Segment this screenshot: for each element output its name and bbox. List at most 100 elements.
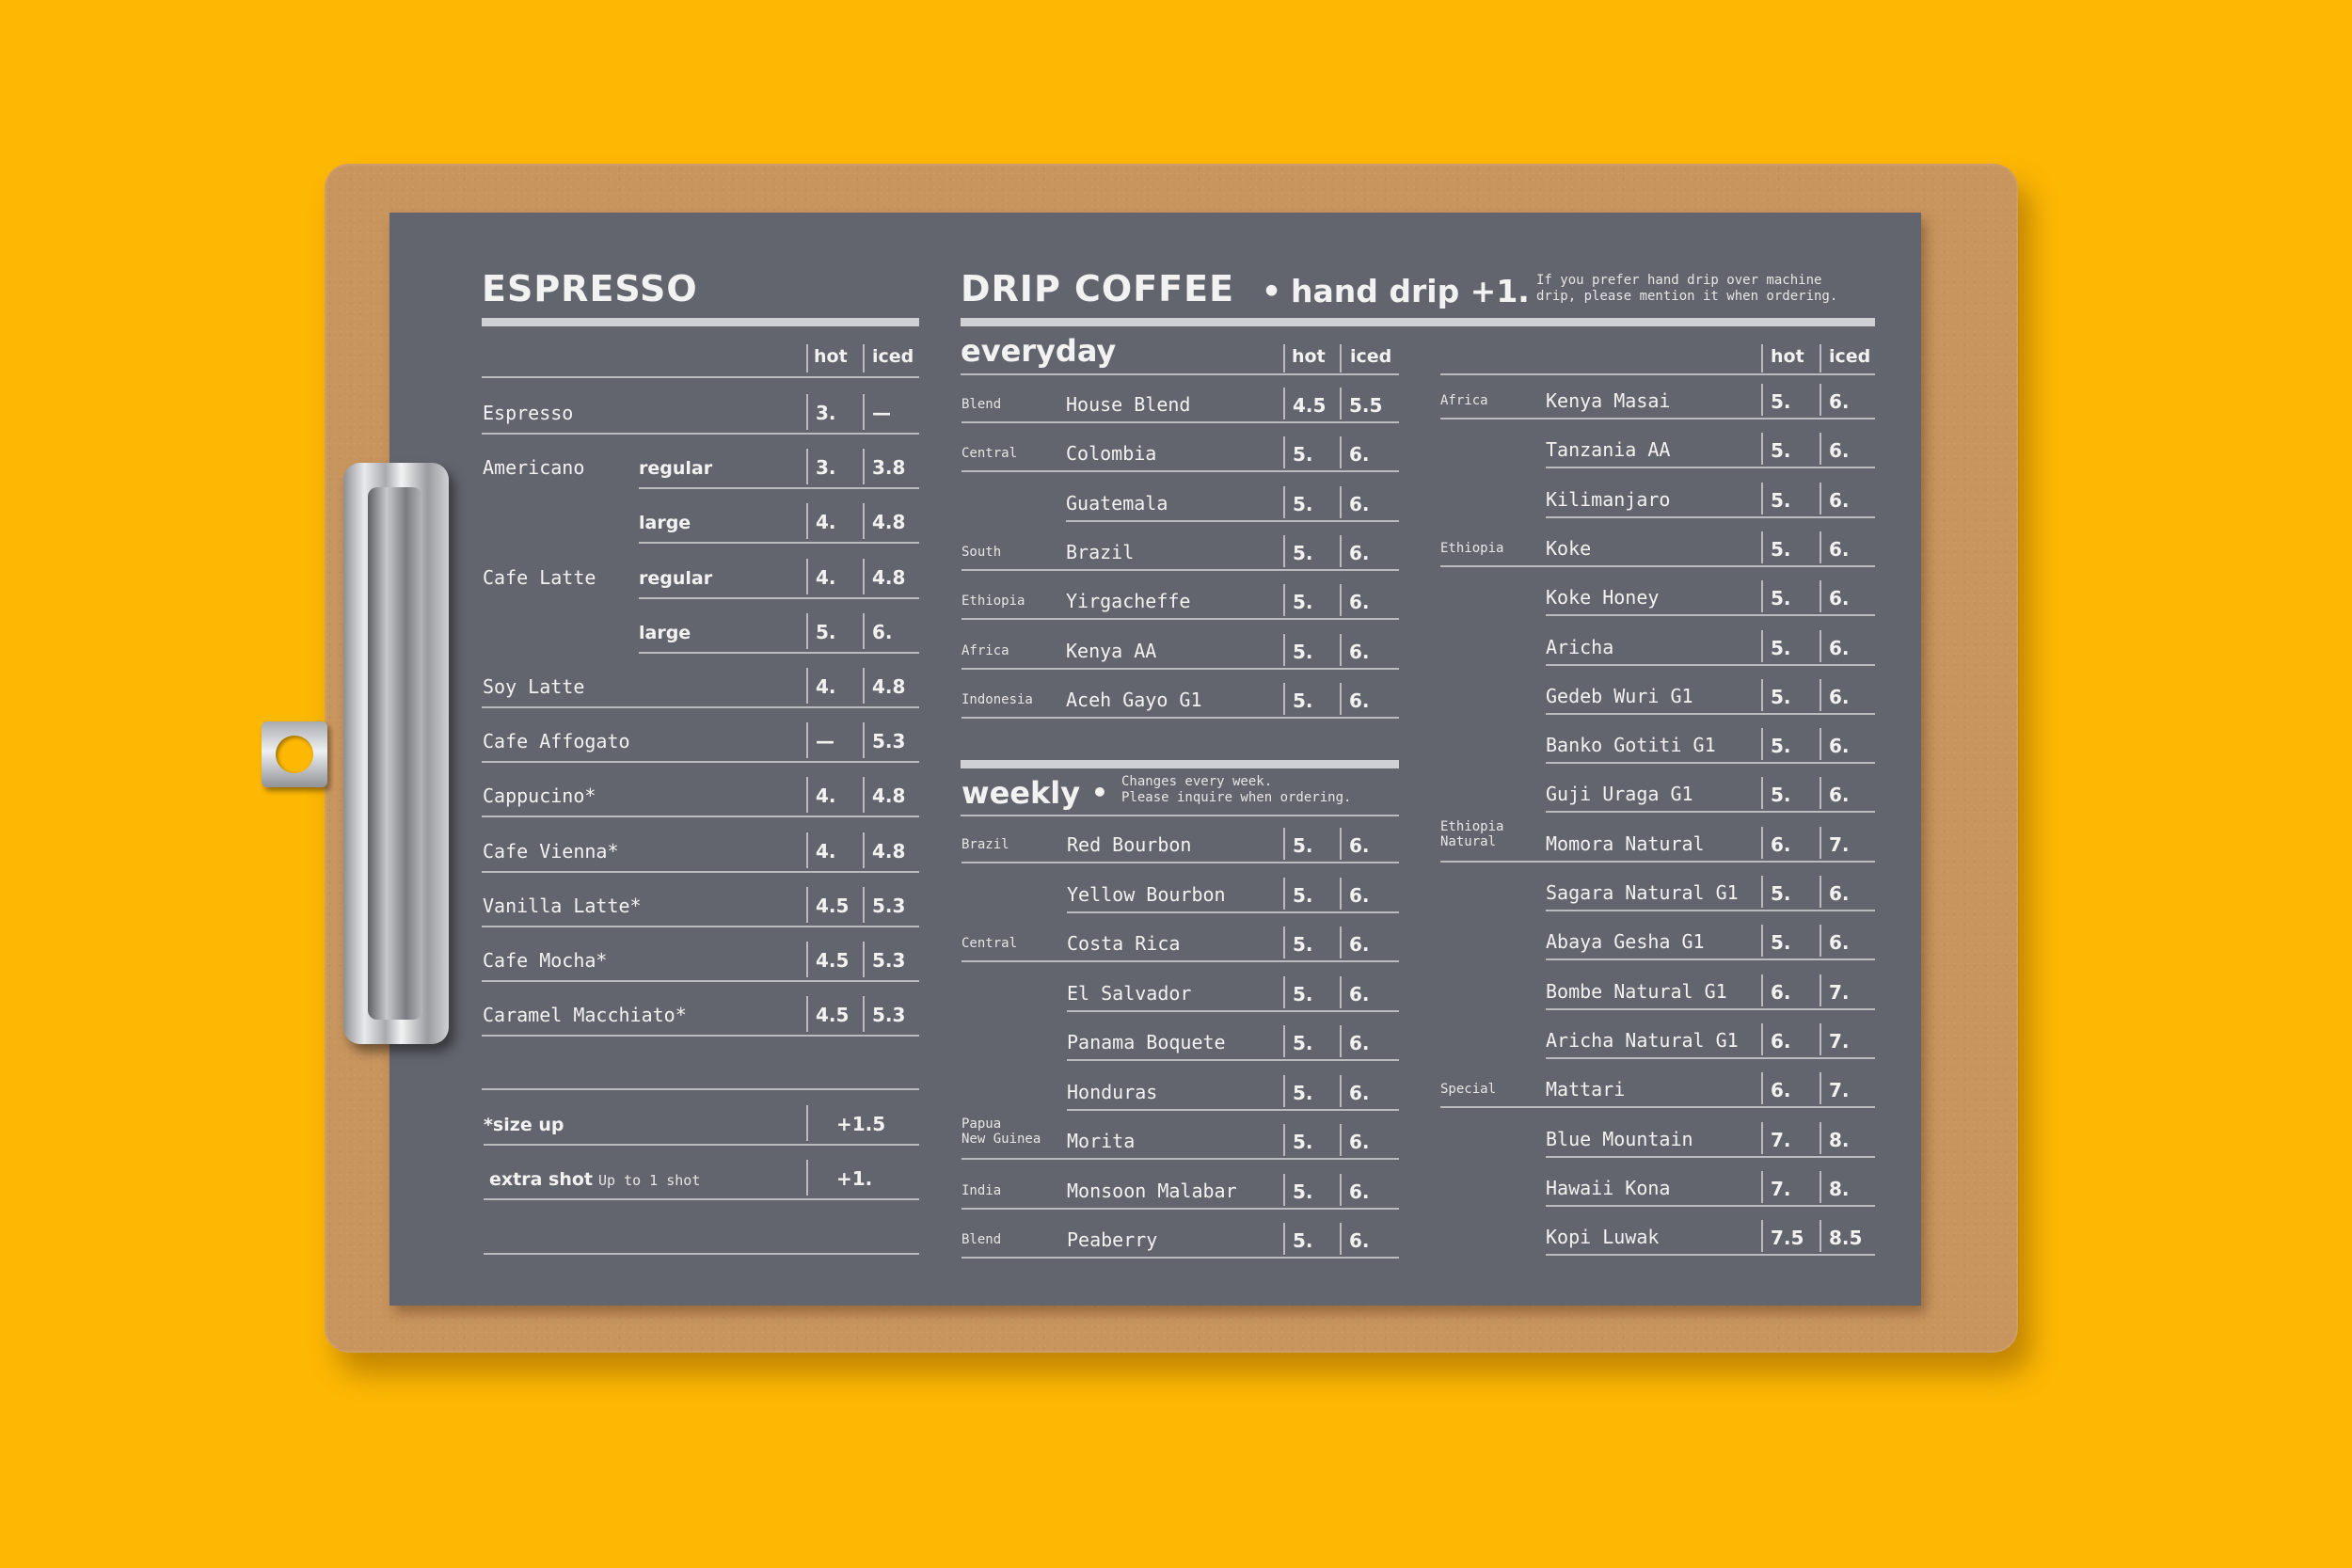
weekly-bullet: • bbox=[1091, 777, 1108, 808]
column-divider bbox=[806, 887, 808, 923]
weekly-price-iced: 6. bbox=[1349, 1082, 1370, 1104]
everyday-coffee-name: Kenya AA bbox=[1066, 640, 1157, 662]
column-divider bbox=[1283, 388, 1285, 420]
extra-price: +1. bbox=[836, 1167, 873, 1190]
espresso-price-hot: 4. bbox=[816, 784, 836, 807]
everyday-coffee-name: Colombia bbox=[1066, 442, 1157, 465]
column-divider bbox=[1761, 827, 1763, 859]
everyday-price-hot: 4.5 bbox=[1293, 394, 1327, 417]
row-rule bbox=[1546, 614, 1875, 616]
weekly-price-iced: 6. bbox=[1349, 1131, 1370, 1153]
everyday-price-iced: 6. bbox=[1349, 443, 1370, 466]
column-divider bbox=[1820, 580, 1821, 612]
column-divider bbox=[1340, 828, 1342, 860]
column-divider bbox=[863, 344, 865, 372]
column-divider bbox=[1761, 728, 1763, 760]
column-divider bbox=[1761, 433, 1763, 465]
row-rule bbox=[961, 1257, 1399, 1259]
drip-note-line-1: If you prefer hand drip over machine bbox=[1536, 273, 1822, 288]
weekly-region-label: Brazil bbox=[961, 837, 1009, 852]
column-divider bbox=[1283, 976, 1285, 1008]
row-rule bbox=[961, 373, 1399, 375]
column-divider bbox=[1340, 388, 1342, 420]
column-divider bbox=[1340, 1124, 1342, 1156]
right-price-hot: 5. bbox=[1771, 686, 1791, 708]
right-coffee-name: Tanzania AA bbox=[1546, 438, 1671, 461]
column-divider bbox=[863, 394, 865, 430]
weekly-coffee-name: El Salvador bbox=[1067, 982, 1192, 1005]
row-rule bbox=[484, 1144, 919, 1146]
espresso-price-iced: 4.8 bbox=[872, 840, 906, 863]
column-divider bbox=[1820, 531, 1821, 563]
right-coffee-name: Hawaii Kona bbox=[1546, 1177, 1671, 1199]
column-divider bbox=[863, 996, 865, 1032]
espresso-price-hot: 4. bbox=[816, 675, 836, 698]
row-rule bbox=[639, 652, 919, 654]
right-region-label: Natural bbox=[1440, 834, 1497, 849]
everyday-price-iced: 6. bbox=[1349, 542, 1370, 564]
column-divider bbox=[863, 668, 865, 704]
row-rule bbox=[484, 1253, 919, 1255]
row-rule bbox=[961, 815, 1399, 816]
right-coffee-name: Mattari bbox=[1546, 1078, 1626, 1101]
column-divider bbox=[1283, 344, 1285, 372]
column-divider bbox=[1340, 927, 1342, 958]
everyday-region-label: Ethiopia bbox=[961, 594, 1025, 609]
everyday-price-hot: 5. bbox=[1293, 443, 1313, 466]
weekly-price-iced: 6. bbox=[1349, 933, 1370, 956]
column-divider bbox=[806, 344, 808, 372]
column-divider bbox=[1820, 974, 1821, 1006]
espresso-item-name: Cafe Vienna* bbox=[483, 840, 619, 863]
row-rule bbox=[1440, 861, 1875, 863]
column-divider bbox=[1761, 777, 1763, 809]
everyday-price-iced: 5.5 bbox=[1349, 394, 1383, 417]
right-coffee-name: Banko Gotiti G1 bbox=[1546, 734, 1716, 756]
right-price-hot: 6. bbox=[1771, 1030, 1791, 1053]
espresso-price-iced: 5.3 bbox=[872, 730, 906, 752]
weekly-price-iced: 6. bbox=[1349, 1032, 1370, 1054]
espresso-item-name: Vanilla Latte* bbox=[483, 895, 642, 917]
drip-header-iced: iced bbox=[1350, 346, 1392, 367]
row-rule bbox=[1546, 811, 1875, 813]
right-price-hot: 5. bbox=[1771, 390, 1791, 413]
weekly-price-hot: 5. bbox=[1293, 933, 1313, 956]
espresso-price-hot: 4.5 bbox=[816, 949, 850, 972]
extra-label: extra shot bbox=[489, 1169, 594, 1190]
column-divider bbox=[863, 722, 865, 758]
column-divider bbox=[1340, 535, 1342, 567]
column-divider bbox=[1820, 344, 1821, 372]
right-price-iced: 6. bbox=[1829, 882, 1850, 905]
right-price-hot: 6. bbox=[1771, 833, 1791, 856]
column-divider bbox=[806, 394, 808, 430]
espresso-item-name: Cafe Latte bbox=[483, 566, 596, 589]
espresso-price-hot: 4.5 bbox=[816, 895, 850, 917]
espresso-price-iced: 4.8 bbox=[872, 566, 906, 589]
clip-hang-hole bbox=[276, 736, 313, 773]
column-divider bbox=[1283, 1025, 1285, 1057]
right-coffee-name: Sagara Natural G1 bbox=[1546, 881, 1739, 904]
espresso-price-hot: 4. bbox=[816, 511, 836, 533]
espresso-price-iced: 5.3 bbox=[872, 895, 906, 917]
row-rule bbox=[482, 926, 919, 927]
right-price-iced: 8. bbox=[1829, 1129, 1850, 1151]
row-rule bbox=[961, 618, 1399, 620]
espresso-item-name: Cafe Affogato bbox=[483, 730, 630, 752]
espresso-price-iced: 5.3 bbox=[872, 949, 906, 972]
column-divider bbox=[1283, 535, 1285, 567]
right-price-hot: 6. bbox=[1771, 981, 1791, 1004]
column-divider bbox=[806, 832, 808, 868]
everyday-price-iced: 6. bbox=[1349, 493, 1370, 515]
weekly-coffee-name: Honduras bbox=[1067, 1081, 1158, 1103]
row-rule bbox=[1546, 467, 1875, 468]
column-divider bbox=[1761, 531, 1763, 563]
everyday-price-iced: 6. bbox=[1349, 641, 1370, 663]
column-divider bbox=[863, 942, 865, 977]
extra-note: Up to 1 shot bbox=[598, 1172, 701, 1189]
column-divider bbox=[1820, 827, 1821, 859]
column-divider bbox=[1283, 1075, 1285, 1107]
right-price-hot: 5. bbox=[1771, 784, 1791, 806]
everyday-price-iced: 6. bbox=[1349, 591, 1370, 613]
right-price-iced: 8. bbox=[1829, 1178, 1850, 1200]
right-price-hot: 6. bbox=[1771, 1079, 1791, 1101]
column-divider bbox=[863, 503, 865, 539]
